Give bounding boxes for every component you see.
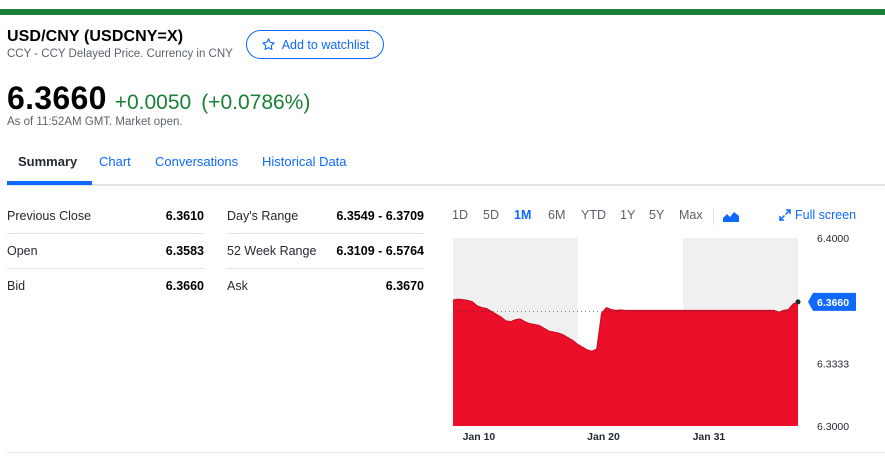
add-to-watchlist-button[interactable]: Add to watchlist: [246, 30, 384, 59]
y-axis-tick-label: 6.3333: [817, 358, 849, 370]
stat-row-open: Open 6.3583: [7, 234, 204, 269]
price-chart[interactable]: 6.4000 6.3333 6.3000 6.3660 Jan 10 Jan 20 Jan …: [450, 230, 885, 446]
stat-label: Previous Close: [7, 209, 92, 223]
price-chart-svg: 6.4000 6.3333 6.3000 6.3660 Jan 10 Jan 20 Jan …: [452, 233, 856, 443]
x-axis-tick-label: Jan 20: [587, 431, 620, 443]
range-5y-button[interactable]: 5Y: [649, 208, 665, 222]
stat-label: 52 Week Range: [227, 244, 317, 258]
quote-tabs: Summary Chart Conversations Historical D…: [7, 150, 885, 186]
quote-subtitle: CCY - CCY Delayed Price. Currency in CNY: [7, 48, 233, 60]
range-divider: [713, 208, 714, 225]
range-5d-button[interactable]: 5D: [483, 208, 499, 222]
range-1d-button[interactable]: 1D: [452, 208, 468, 222]
stat-label: Open: [7, 244, 38, 258]
x-axis-tick-label: Jan 31: [693, 431, 726, 443]
range-max-button[interactable]: Max: [679, 208, 703, 222]
active-tab-indicator: [7, 181, 92, 185]
stat-label: Bid: [7, 279, 26, 293]
current-value-label: 6.3660: [817, 297, 849, 309]
stat-row-days-range: Day's Range 6.3549 - 6.3709: [227, 199, 424, 234]
top-accent-bar: [0, 9, 885, 15]
bottom-divider: [7, 452, 885, 453]
tab-chart[interactable]: Chart: [99, 154, 131, 169]
y-axis-tick-label: 6.4000: [817, 233, 849, 245]
tab-conversations[interactable]: Conversations: [155, 154, 239, 169]
stat-row-bid: Bid 6.3660: [7, 269, 204, 304]
range-1y-button[interactable]: 1Y: [620, 208, 636, 222]
mountain-chart-icon[interactable]: [723, 210, 739, 222]
stat-row-ask: Ask 6.3670: [227, 269, 424, 304]
stat-value: 6.3670: [385, 279, 424, 293]
stat-value: 6.3660: [165, 279, 204, 293]
stat-value: 6.3549 - 6.3709: [336, 209, 424, 223]
star-icon: [262, 38, 275, 50]
current-price: 6.3660: [7, 80, 107, 116]
stat-value: 6.3583: [165, 244, 204, 258]
range-1m-button[interactable]: 1M: [514, 208, 532, 222]
last-price-dot: [795, 299, 801, 305]
range-6m-button[interactable]: 6M: [548, 208, 566, 222]
price-line: [452, 298, 799, 352]
full-screen-label: Full screen: [795, 208, 857, 222]
stat-row-52-week-range: 52 Week Range 6.3109 - 6.5764: [227, 234, 424, 269]
price-row: 6.3660 +0.0050 (+0.0786%): [7, 80, 310, 117]
stat-label: Ask: [227, 279, 248, 293]
y-axis-tick-label: 6.3000: [817, 421, 849, 433]
price-change-percent: (+0.0786%): [201, 91, 311, 114]
stat-row-previous-close: Previous Close 6.3610: [7, 199, 204, 234]
stat-label: Day's Range: [227, 209, 299, 223]
add-to-watchlist-label: Add to watchlist: [281, 37, 370, 52]
expand-icon: [779, 209, 791, 221]
price-area: [453, 299, 798, 426]
stat-value: 6.3610: [165, 209, 204, 223]
full-screen-button[interactable]: Full screen: [779, 208, 856, 222]
x-axis-tick-label: Jan 10: [463, 431, 496, 443]
stat-value: 6.3109 - 6.5764: [336, 244, 424, 258]
page-title: USD/CNY (USDCNY=X): [7, 28, 184, 45]
tab-historical-data[interactable]: Historical Data: [262, 154, 347, 169]
market-status-text: As of 11:52AM GMT. Market open.: [7, 116, 183, 128]
tab-summary[interactable]: Summary: [18, 154, 78, 169]
current-value-badge: [808, 292, 856, 311]
stats-right-column: Day's Range 6.3549 - 6.3709 52 Week Rang…: [227, 199, 424, 304]
price-change: +0.0050: [114, 91, 192, 114]
stats-left-column: Previous Close 6.3610 Open 6.3583 Bid 6.…: [7, 199, 204, 304]
range-ytd-button[interactable]: YTD: [581, 208, 606, 222]
